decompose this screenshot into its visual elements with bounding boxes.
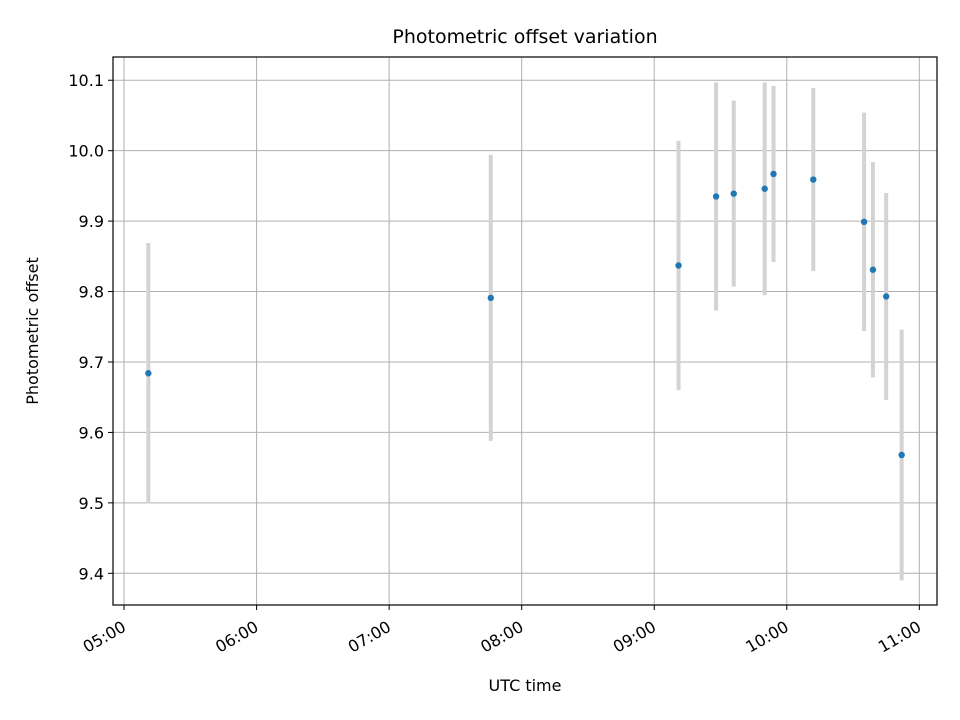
data-points <box>145 170 905 459</box>
y-axis: 9.4 9.5 9.6 9.7 9.8 9.9 10.0 10.1 <box>68 71 113 583</box>
data-point <box>810 176 817 183</box>
data-point <box>675 262 682 269</box>
y-tick-label: 10.1 <box>68 71 104 90</box>
data-point <box>882 293 890 300</box>
y-tick-label: 9.5 <box>79 494 104 513</box>
y-tick-label: 9.4 <box>79 564 104 583</box>
data-point <box>770 170 777 178</box>
data-point <box>730 190 737 197</box>
y-tick-label: 9.9 <box>79 212 104 231</box>
data-point <box>487 294 494 302</box>
y-tick-label: 9.7 <box>79 353 104 372</box>
x-axis-label: UTC time <box>489 676 562 695</box>
data-point <box>898 451 905 459</box>
data-point <box>145 370 152 377</box>
grid-lines <box>113 57 937 605</box>
plot-frame <box>112 56 938 606</box>
y-tick-label: 9.6 <box>79 423 104 442</box>
chart-title: Photometric offset variation <box>392 26 657 48</box>
y-tick-label: 10.0 <box>68 142 104 161</box>
y-tick-label: 9.8 <box>79 283 104 302</box>
data-point <box>761 185 768 192</box>
data-point <box>712 193 720 200</box>
data-point <box>860 218 868 226</box>
y-axis-label: Photometric offset <box>23 257 42 405</box>
data-point <box>869 266 877 273</box>
